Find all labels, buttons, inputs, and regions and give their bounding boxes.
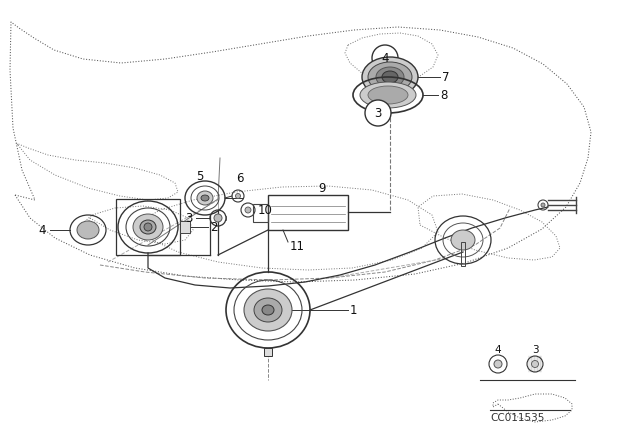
Ellipse shape: [362, 57, 418, 97]
Text: 1: 1: [350, 303, 358, 316]
Ellipse shape: [254, 298, 282, 322]
Text: 4: 4: [38, 224, 46, 237]
Text: 9: 9: [318, 181, 326, 194]
Circle shape: [372, 45, 398, 71]
Text: 5: 5: [196, 169, 204, 182]
Ellipse shape: [197, 191, 213, 205]
Bar: [268, 195, 348, 230]
Bar: [461, 242, 465, 266]
Ellipse shape: [262, 305, 274, 315]
Circle shape: [365, 100, 391, 126]
Text: 3: 3: [532, 345, 538, 355]
Ellipse shape: [133, 214, 163, 240]
Bar: [180, 221, 190, 233]
Circle shape: [531, 361, 538, 367]
Circle shape: [214, 214, 222, 222]
Bar: [264, 348, 272, 356]
Text: 8: 8: [440, 89, 447, 102]
Ellipse shape: [451, 230, 475, 250]
Text: CC011535: CC011535: [490, 413, 545, 423]
Circle shape: [245, 207, 251, 213]
Circle shape: [541, 203, 545, 207]
Text: 2: 2: [210, 220, 218, 233]
Ellipse shape: [244, 289, 292, 331]
Ellipse shape: [376, 67, 404, 87]
Bar: [116, 199, 180, 255]
Ellipse shape: [368, 86, 408, 104]
Text: 3: 3: [374, 107, 381, 120]
Text: 7: 7: [442, 70, 449, 83]
Text: 11: 11: [290, 240, 305, 253]
Text: 4: 4: [381, 52, 388, 65]
Ellipse shape: [368, 62, 412, 92]
Ellipse shape: [77, 221, 99, 239]
Circle shape: [494, 360, 502, 368]
Ellipse shape: [201, 195, 209, 201]
Text: 10: 10: [258, 203, 273, 216]
Ellipse shape: [360, 82, 416, 108]
Ellipse shape: [140, 220, 156, 234]
Ellipse shape: [144, 223, 152, 231]
Text: 4: 4: [495, 345, 501, 355]
Bar: [253, 204, 268, 222]
Circle shape: [236, 194, 241, 198]
Text: 6: 6: [236, 172, 244, 185]
Ellipse shape: [382, 71, 398, 83]
Text: 3: 3: [186, 211, 193, 224]
